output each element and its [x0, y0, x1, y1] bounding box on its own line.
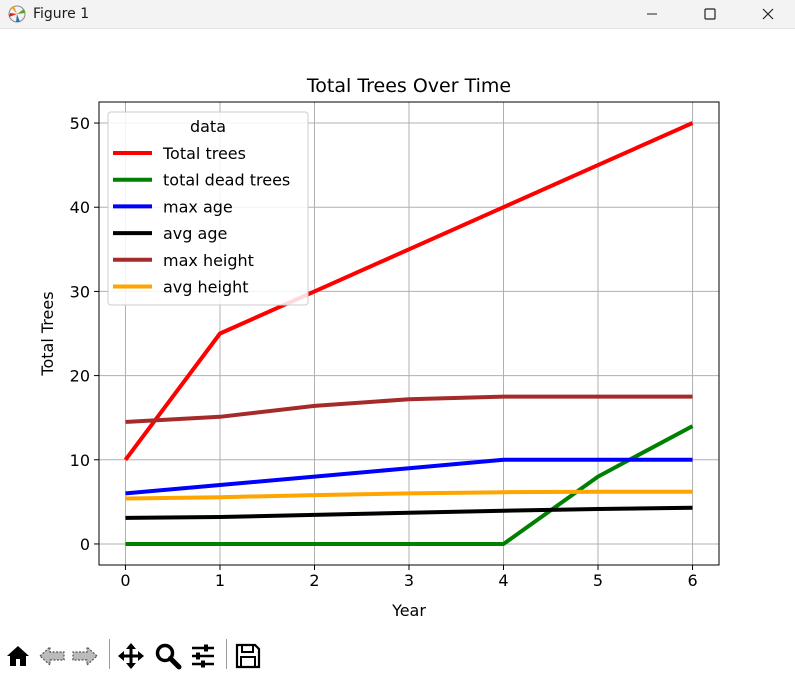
save-button[interactable]	[233, 641, 263, 671]
x-tick-label: 4	[498, 571, 508, 590]
close-icon	[762, 8, 774, 20]
x-tick-label: 6	[687, 571, 697, 590]
y-tick-label: 0	[80, 535, 90, 554]
legend-entry-label: max height	[163, 251, 254, 270]
y-tick-label: 50	[70, 114, 90, 133]
series-line-5	[125, 489, 693, 501]
zoom-button[interactable]	[153, 641, 183, 671]
close-button[interactable]	[739, 0, 795, 28]
y-tick-label: 10	[70, 451, 90, 470]
pan-icon	[118, 643, 144, 669]
series-line-4	[125, 394, 693, 424]
back-button[interactable]	[37, 641, 67, 671]
series-line-2	[125, 457, 693, 496]
series-line-0	[123, 121, 694, 461]
minimize-button[interactable]	[623, 0, 681, 28]
save-icon	[235, 643, 261, 669]
navigation-toolbar	[0, 633, 795, 677]
legend-entry-label: Total trees	[162, 144, 246, 163]
window-titlebar: Figure 1	[0, 0, 795, 29]
x-tick-label: 3	[404, 571, 414, 590]
legend-box	[107, 111, 309, 306]
zoom-icon	[155, 643, 182, 670]
y-axis-label: Total Trees	[38, 291, 57, 376]
pan-button[interactable]	[116, 641, 146, 671]
forward-icon	[72, 645, 98, 667]
x-tick-label: 1	[215, 571, 225, 590]
forward-button[interactable]	[70, 641, 100, 671]
matplotlib-icon	[7, 4, 27, 24]
x-tick-label: 5	[593, 571, 603, 590]
y-tick-label: 40	[70, 198, 90, 217]
home-button[interactable]	[3, 641, 33, 671]
configure-subplots-button[interactable]	[188, 641, 218, 671]
legend-entry-label: avg height	[163, 278, 249, 297]
y-tick-label: 30	[70, 282, 90, 301]
line-chart: 0 1 2 3 4 5 6 0 10 20 30 40 50 Total Trees Over Time Y…	[38, 75, 720, 620]
legend-entry-label: max age	[163, 197, 233, 216]
toolbar-separator	[226, 639, 227, 669]
x-axis-label: Year	[391, 601, 426, 620]
figure-canvas[interactable]: 0 1 2 3 4 5 6 0 10 20 30 40 50 Total Trees Over Time Y…	[0, 29, 795, 633]
maximize-icon	[704, 8, 716, 20]
toolbar-separator	[109, 639, 110, 669]
legend-title: data	[190, 117, 226, 136]
window-title: Figure 1	[33, 6, 90, 22]
maximize-button[interactable]	[681, 0, 739, 28]
minimize-icon	[647, 13, 657, 15]
x-tick-label: 2	[309, 571, 319, 590]
legend-entry-label: total dead trees	[163, 171, 290, 190]
y-tick-label: 20	[70, 367, 90, 386]
chart-title: Total Trees Over Time	[306, 75, 511, 97]
configure-subplots-icon	[192, 644, 214, 668]
series-line-3	[125, 505, 693, 520]
back-icon	[39, 645, 65, 667]
series-line-1	[125, 424, 694, 546]
x-tick-label: 0	[120, 571, 130, 590]
legend-entry-label: avg age	[163, 224, 227, 243]
home-icon	[7, 646, 29, 666]
